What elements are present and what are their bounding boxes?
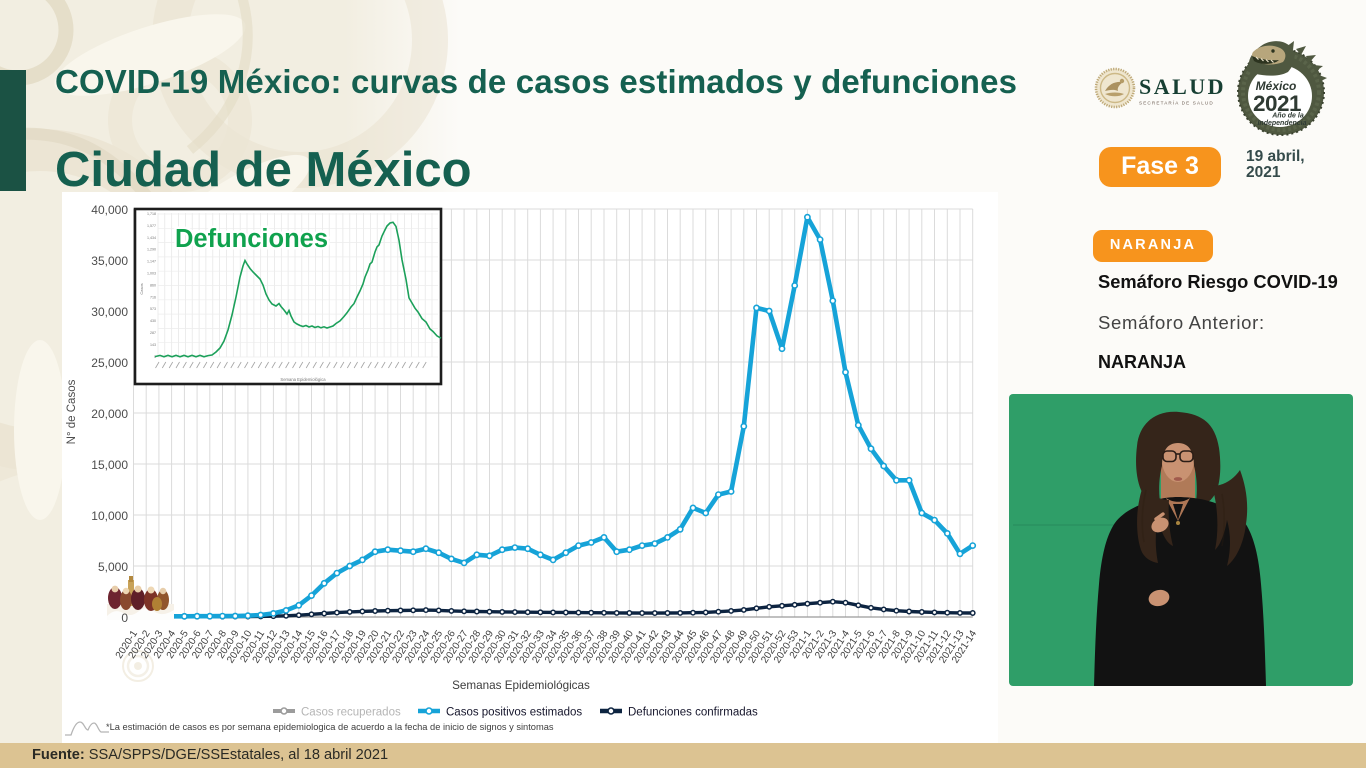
svg-text:5,000: 5,000 <box>98 560 128 574</box>
svg-text:35,000: 35,000 <box>91 254 128 268</box>
svg-text:Independencia: Independencia <box>1257 120 1306 127</box>
svg-text:SALUD: SALUD <box>1139 74 1226 99</box>
svg-text:Defunciones confirmadas: Defunciones confirmadas <box>628 707 758 719</box>
svg-text:2021: 2021 <box>1253 91 1301 116</box>
svg-text:Casos positivos estimados: Casos positivos estimados <box>446 707 582 719</box>
svg-text:0: 0 <box>121 611 128 625</box>
svg-text:Semana Epidemiológica: Semana Epidemiológica <box>280 377 326 382</box>
svg-text:SECRETARÍA DE SALUD: SECRETARÍA DE SALUD <box>1139 100 1214 106</box>
svg-text:10,000: 10,000 <box>91 509 128 523</box>
svg-text:1,147: 1,147 <box>147 260 156 264</box>
svg-text:143: 143 <box>150 343 156 347</box>
svg-text:287: 287 <box>150 331 156 335</box>
svg-text:*La estimación de casos es por: *La estimación de casos es por semana ep… <box>106 722 554 732</box>
svg-text:25,000: 25,000 <box>91 356 128 370</box>
svg-text:0: 0 <box>154 355 156 359</box>
svg-text:573: 573 <box>150 307 156 311</box>
svg-text:Semanas Epidemiológicas: Semanas Epidemiológicas <box>452 679 590 692</box>
svg-text:1,577: 1,577 <box>147 224 156 228</box>
svg-text:15,000: 15,000 <box>91 458 128 472</box>
svg-text:30,000: 30,000 <box>91 305 128 319</box>
svg-text:1,290: 1,290 <box>147 248 156 252</box>
svg-text:40,000: 40,000 <box>91 203 128 217</box>
svg-text:20,000: 20,000 <box>91 407 128 421</box>
svg-text:1,434: 1,434 <box>147 236 156 240</box>
svg-text:Defunciones: Defunciones <box>175 225 328 253</box>
svg-text:Año de la: Año de la <box>1271 113 1304 120</box>
svg-text:Casos recuperados: Casos recuperados <box>301 707 401 719</box>
svg-text:430: 430 <box>150 319 156 323</box>
svg-text:Casos: Casos <box>139 283 144 294</box>
svg-text:1,003: 1,003 <box>147 272 156 276</box>
svg-text:1,718: 1,718 <box>147 212 156 216</box>
svg-text:860: 860 <box>150 283 156 287</box>
svg-text:México: México <box>1256 79 1297 93</box>
svg-text:N° de Casos: N° de Casos <box>66 379 78 444</box>
svg-text:716: 716 <box>150 295 156 299</box>
